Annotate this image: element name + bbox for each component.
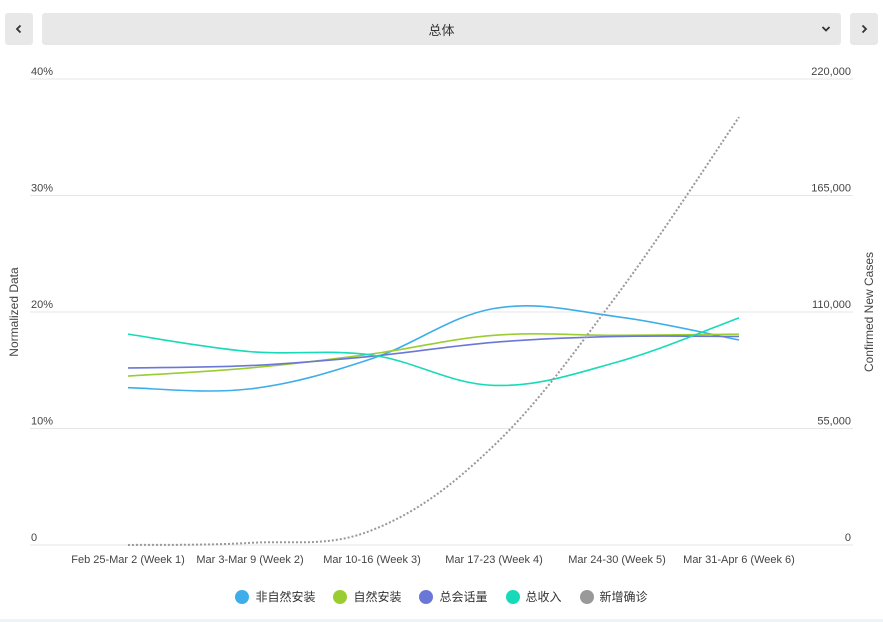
chevron-left-icon: [15, 24, 22, 34]
legend-item[interactable]: 总收入: [505, 588, 562, 605]
bottom-divider: [0, 619, 883, 622]
legend-label: 新增确诊: [599, 590, 648, 604]
legend-label: 总收入: [525, 590, 562, 604]
series-line-3: [127, 335, 740, 369]
y-right-tick-label: 0: [845, 532, 851, 544]
chevron-down-icon: [821, 26, 831, 32]
y-left-tick-label: 30%: [31, 183, 53, 195]
y-left-axis-title: Normalized Data: [7, 267, 21, 357]
legend-label: 总会话量: [439, 590, 488, 604]
y-left-tick-label: 40%: [31, 66, 53, 78]
series-line-1: [127, 304, 740, 392]
x-tick-label: Mar 24-30 (Week 5): [568, 554, 666, 566]
series-line-2: [127, 333, 740, 377]
legend-item[interactable]: 非自然安装: [235, 588, 315, 605]
x-tick-label: Mar 10-16 (Week 3): [323, 554, 421, 566]
legend-swatch: [419, 589, 434, 604]
y-right-tick-label: 220,000: [811, 66, 851, 78]
x-tick-label: Feb 25-Mar 2 (Week 1): [71, 554, 185, 566]
segment-select-value: 总体: [428, 22, 455, 38]
legend-swatch: [235, 589, 250, 604]
y-right-tick-label: 55,000: [817, 416, 851, 428]
legend-swatch: [333, 589, 348, 604]
prev-button[interactable]: [5, 13, 33, 45]
legend-item[interactable]: 新增确诊: [579, 588, 648, 605]
legend-label: 非自然安装: [255, 590, 316, 604]
line-chart: 0 10% 20% 30% 40% 0 55,000 110,000 165,000 220,00…: [7, 66, 876, 566]
next-button[interactable]: [850, 13, 878, 45]
y-left-tick-label: 20%: [31, 299, 53, 311]
y-right-axis-title: Confirmed New Cases: [862, 252, 876, 372]
chevron-right-icon: [861, 24, 868, 34]
y-left-tick-label: 0: [31, 532, 37, 544]
x-tick-label: Mar 17-23 (Week 4): [445, 554, 543, 566]
x-tick-label: Mar 31-Apr 6 (Week 6): [683, 554, 795, 566]
y-right-tick-label: 165,000: [811, 183, 851, 195]
y-right-tick-label: 110,000: [812, 299, 851, 311]
x-tick-label: Mar 3-Mar 9 (Week 2): [196, 554, 303, 566]
series-line-4: [127, 317, 740, 387]
y-left-tick-label: 10%: [31, 416, 53, 428]
legend-swatch: [579, 589, 594, 604]
chart-legend: 非自然安装 自然安装 总会话量 总收入 新增确诊: [0, 588, 883, 605]
legend-swatch: [505, 589, 520, 604]
legend-label: 自然安装: [353, 590, 402, 604]
legend-item[interactable]: 总会话量: [419, 588, 488, 605]
segment-select[interactable]: 总体: [42, 13, 841, 45]
legend-item[interactable]: 自然安装: [333, 588, 401, 605]
